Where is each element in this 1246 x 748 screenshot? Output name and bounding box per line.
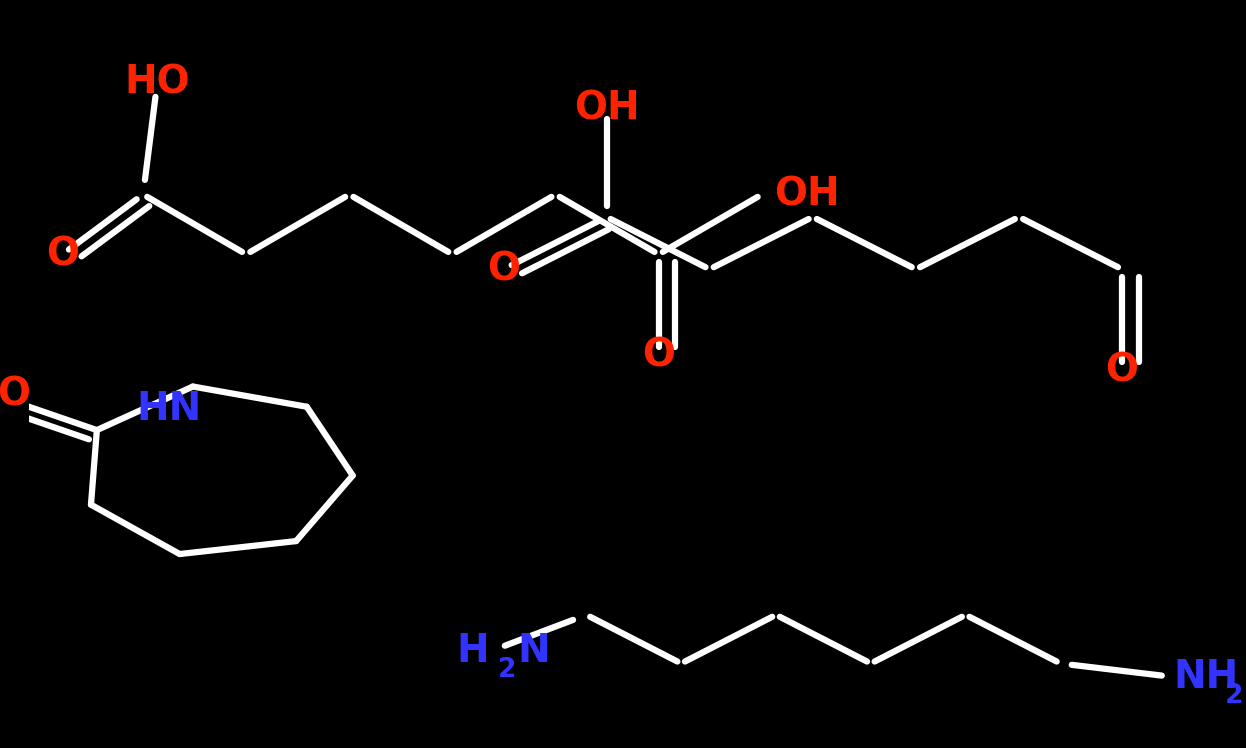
Text: O: O [46,236,78,273]
Text: HO: HO [125,64,191,101]
Text: 2: 2 [497,657,516,683]
Text: O: O [1105,352,1139,389]
Text: O: O [642,337,675,374]
Text: O: O [487,251,520,288]
Text: 2: 2 [1225,684,1244,709]
Text: OH: OH [573,90,639,127]
Text: O: O [0,375,30,413]
Text: OH: OH [774,176,840,213]
Text: H: H [456,632,490,669]
Text: N: N [517,632,551,669]
Text: NH: NH [1172,658,1239,696]
Text: HN: HN [137,390,202,428]
